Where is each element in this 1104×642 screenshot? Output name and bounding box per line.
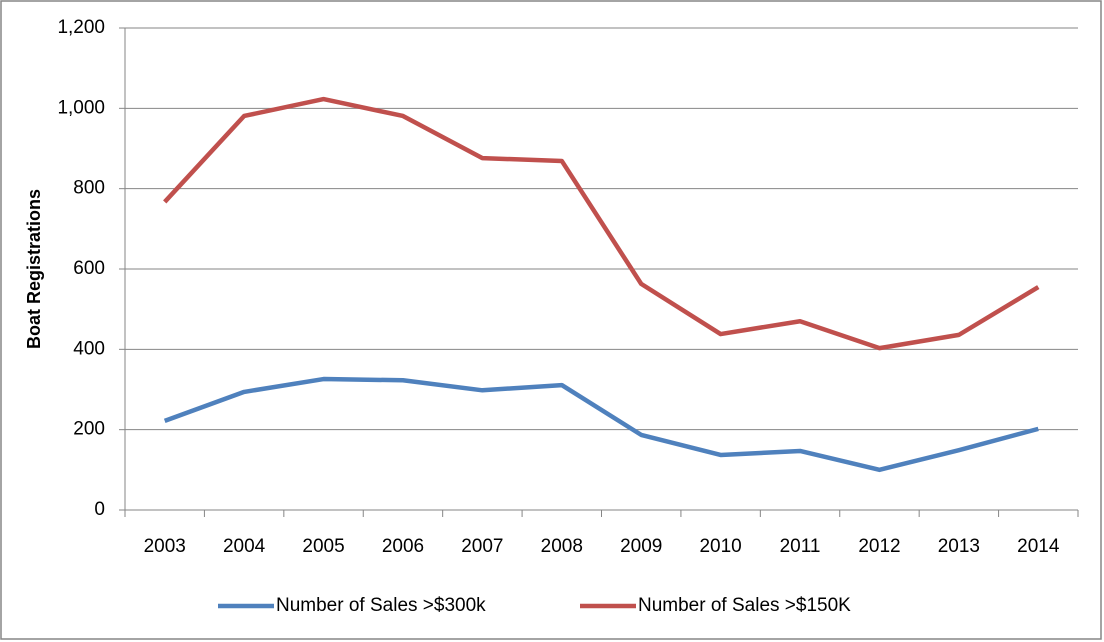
x-tick-label: 2003 bbox=[144, 536, 186, 557]
y-tick-label: 600 bbox=[73, 258, 105, 279]
x-tick-label: 2014 bbox=[1017, 536, 1060, 557]
series-line bbox=[163, 376, 1039, 473]
y-axis-title: Boat Registrations bbox=[24, 189, 44, 349]
legend-label: Number of Sales >$300k bbox=[276, 595, 486, 616]
x-tick-label: 2013 bbox=[938, 536, 980, 557]
x-tick-label: 2004 bbox=[223, 536, 266, 557]
x-tick-label: 2006 bbox=[382, 536, 424, 557]
x-tick-label: 2011 bbox=[780, 536, 821, 557]
y-tick-label: 400 bbox=[73, 338, 105, 359]
x-tick-label: 2012 bbox=[858, 536, 900, 557]
legend-label: Number of Sales >$150K bbox=[638, 595, 851, 616]
x-tick-label: 2005 bbox=[302, 536, 344, 557]
y-tick-label: 800 bbox=[73, 178, 105, 199]
x-tick-label: 2007 bbox=[461, 536, 503, 557]
y-tick-label: 200 bbox=[73, 419, 105, 440]
x-tick-label: 2008 bbox=[541, 536, 583, 557]
y-tick-label: 1,000 bbox=[57, 97, 105, 118]
y-tick-label: 0 bbox=[94, 499, 105, 520]
series-line bbox=[163, 96, 1040, 351]
x-tick-label: 2009 bbox=[620, 536, 662, 557]
y-tick-label: 1,200 bbox=[57, 17, 105, 38]
x-tick-label: 2010 bbox=[699, 536, 741, 557]
